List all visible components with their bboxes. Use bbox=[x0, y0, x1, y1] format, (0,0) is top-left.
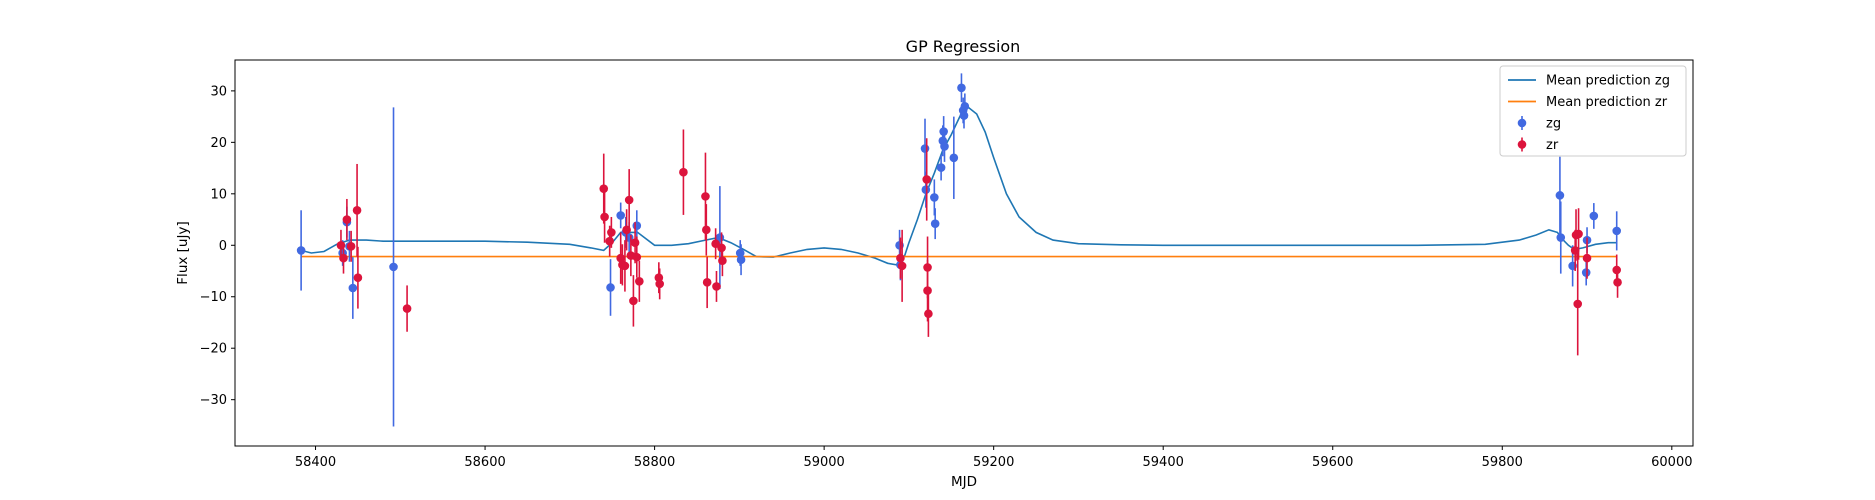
zg-point bbox=[930, 219, 940, 228]
zg-point bbox=[960, 102, 970, 111]
y-tick-label: 20 bbox=[210, 136, 227, 151]
zr-point bbox=[635, 277, 644, 286]
zr-point bbox=[922, 175, 932, 184]
zg-point bbox=[949, 153, 959, 163]
zg-point bbox=[1556, 233, 1566, 242]
y-tick-label: −30 bbox=[200, 393, 227, 408]
zr-point bbox=[353, 273, 363, 283]
x-tick-label: 59200 bbox=[973, 455, 1014, 470]
zg-point bbox=[1589, 211, 1599, 221]
legend: Mean prediction zg Mean prediction zr zg zr bbox=[1499, 65, 1687, 157]
zg-point bbox=[930, 193, 939, 202]
zr-point bbox=[600, 212, 609, 222]
zg-point bbox=[389, 262, 398, 272]
y-tick-label: 30 bbox=[210, 84, 227, 99]
zg-point bbox=[616, 211, 625, 220]
y-tick-label: −20 bbox=[200, 342, 227, 357]
zr-point bbox=[1574, 229, 1583, 239]
zg-point bbox=[1555, 191, 1565, 200]
zr-point bbox=[896, 253, 905, 263]
y-tick-label: 10 bbox=[210, 187, 227, 202]
zr-point bbox=[607, 228, 616, 237]
zr-point bbox=[605, 236, 614, 246]
series-line-zg-mean bbox=[300, 106, 1617, 266]
zg-point bbox=[632, 221, 642, 231]
zg-point bbox=[939, 127, 948, 136]
zg-point bbox=[296, 246, 306, 255]
zr-point bbox=[599, 184, 609, 193]
zg-point bbox=[920, 144, 930, 153]
zr-point bbox=[897, 261, 907, 271]
x-tick-label: 59400 bbox=[1143, 455, 1184, 470]
zg-point bbox=[1581, 268, 1591, 277]
zg-point bbox=[606, 283, 615, 292]
y-axis: −30 −20 −10 0 10 20 30 bbox=[200, 84, 235, 408]
zr-point bbox=[702, 225, 711, 235]
zr-point bbox=[630, 238, 640, 248]
zr-point bbox=[924, 309, 933, 319]
zr-point bbox=[629, 296, 638, 306]
zg-point bbox=[957, 83, 966, 93]
x-tick-label: 58600 bbox=[464, 455, 505, 470]
zr-point bbox=[342, 215, 352, 224]
legend-box bbox=[1499, 65, 1687, 157]
zg-point bbox=[736, 255, 746, 264]
x-axis: 58400 58600 58800 59000 59200 59400 59600 59800… bbox=[295, 446, 1692, 470]
y-tick-label: 0 bbox=[219, 239, 227, 254]
zg-point bbox=[348, 283, 358, 293]
zr-point bbox=[1573, 299, 1583, 309]
zr-point bbox=[718, 256, 727, 266]
legend-label-zg: zg bbox=[1546, 117, 1561, 132]
zg-point bbox=[735, 248, 745, 258]
x-tick-label: 60000 bbox=[1651, 455, 1692, 470]
zr-point bbox=[346, 242, 356, 251]
y-tick-label: −10 bbox=[200, 290, 227, 305]
zr-point bbox=[701, 192, 710, 201]
x-tick-label: 59600 bbox=[1312, 455, 1353, 470]
plot-frame bbox=[234, 59, 1694, 447]
legend-swatch-zg bbox=[1517, 118, 1527, 128]
zr-point bbox=[632, 252, 642, 262]
x-axis-label: MJD bbox=[951, 474, 977, 490]
legend-label-mean-prediction-zg: Mean prediction zg bbox=[1546, 74, 1670, 89]
zr-point bbox=[1612, 265, 1622, 275]
zr-point bbox=[352, 205, 362, 215]
zr-point bbox=[702, 278, 712, 287]
legend-label-zr: zr bbox=[1546, 138, 1559, 153]
legend-label-mean-prediction-zr: Mean prediction zr bbox=[1546, 95, 1668, 110]
zr-point bbox=[620, 261, 630, 271]
zr-point bbox=[712, 282, 721, 291]
zr-point bbox=[339, 253, 348, 263]
x-tick-label: 58800 bbox=[634, 455, 675, 470]
zg-point bbox=[921, 185, 931, 194]
mean-prediction-lines bbox=[300, 106, 1617, 266]
zr-point bbox=[679, 167, 688, 177]
zr-point bbox=[1613, 278, 1622, 287]
zr-point bbox=[923, 286, 932, 295]
data-points bbox=[296, 73, 1622, 427]
zg-point bbox=[940, 142, 949, 151]
zr-point bbox=[655, 279, 664, 289]
zg-point bbox=[936, 163, 946, 172]
zg-point bbox=[959, 111, 969, 120]
x-tick-label: 59800 bbox=[1482, 455, 1523, 470]
y-axis-label: Flux [uJy] bbox=[175, 221, 191, 284]
x-tick-label: 59000 bbox=[803, 455, 844, 470]
x-tick-label: 58400 bbox=[295, 455, 336, 470]
zr-point bbox=[1582, 253, 1592, 263]
legend-swatch-zr bbox=[1517, 140, 1527, 149]
chart-title: GP Regression bbox=[906, 37, 1021, 56]
zr-point bbox=[717, 243, 726, 253]
zr-point bbox=[402, 304, 412, 313]
zg-point bbox=[1612, 226, 1622, 236]
zr-point bbox=[624, 195, 634, 205]
